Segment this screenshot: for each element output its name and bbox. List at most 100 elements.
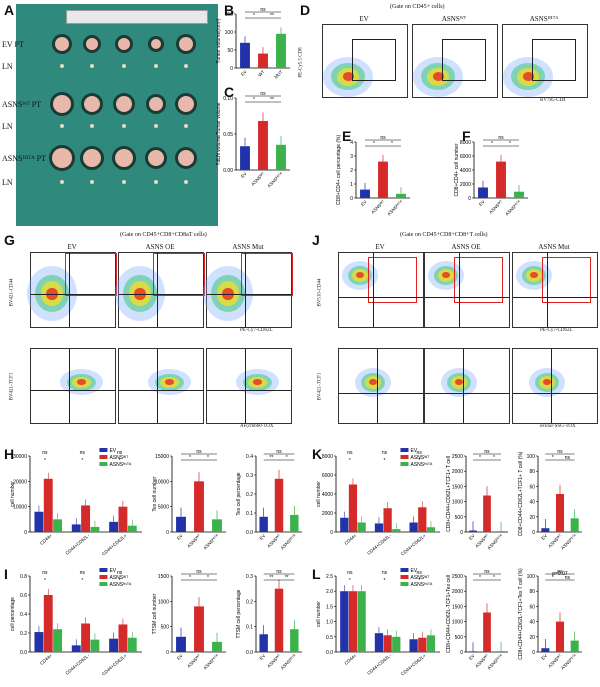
- bar: [360, 189, 370, 198]
- y-tick-label: 6000: [322, 473, 333, 479]
- legend-swatch: [400, 455, 409, 459]
- tumor: [151, 39, 161, 49]
- x-tick-label: ASNSᴴ¹ᵀᴬ: [560, 652, 578, 670]
- x-tick-label: ASNSᵂᵀ: [547, 653, 563, 669]
- quadrant-line: [425, 393, 509, 395]
- panel-label-k: K: [312, 446, 323, 462]
- x-tick-label: ASNSᵂᵀ: [250, 171, 266, 187]
- lymph-node: [184, 124, 188, 128]
- y-tick-label: 40: [529, 500, 535, 506]
- bar: [71, 524, 81, 532]
- gate-box: [532, 39, 577, 81]
- bar: [81, 623, 91, 652]
- x-tick-label: EV: [259, 533, 267, 541]
- flow-plot: [322, 24, 408, 98]
- y-tick-label: 0.0: [246, 650, 253, 656]
- flow-plot: [502, 24, 588, 98]
- bar: [176, 636, 186, 652]
- axis-label: PE-Cy5.5 CD8: [298, 47, 304, 78]
- bar: [240, 146, 250, 170]
- y-tick-label: 1000: [452, 500, 463, 506]
- significance-label: ns: [382, 450, 388, 456]
- legend-swatch: [400, 448, 409, 452]
- bar: [276, 144, 286, 170]
- legend-swatch: [400, 568, 409, 572]
- photo-row-label: LN: [2, 62, 13, 71]
- x-tick-label: EV: [259, 653, 267, 661]
- significance-label: *: [44, 458, 46, 464]
- bar: [383, 635, 392, 652]
- significance-label: ns: [417, 570, 423, 576]
- significance-label: ns: [196, 449, 202, 455]
- significance-label: ns: [196, 569, 202, 575]
- axis-label: eFlour-SSG-TOX: [540, 424, 576, 429]
- y-tick-label: 50: [227, 48, 233, 54]
- legend-label: EV: [109, 448, 116, 454]
- panel-label-f: F: [462, 128, 471, 144]
- x-tick-label: CD44+: [343, 653, 357, 666]
- quadrant-line: [546, 253, 548, 327]
- quadrant-line: [31, 389, 115, 391]
- quadrant-line: [119, 293, 203, 295]
- significance-label: *: [189, 455, 191, 461]
- y-tick-label: 0.2: [246, 492, 253, 498]
- legend-swatch: [400, 462, 409, 466]
- significance-label: *: [384, 578, 386, 584]
- legend-label: ASNSᴴ¹ᵀᴬ: [410, 582, 433, 588]
- flow-plot: [424, 252, 510, 328]
- bar: [570, 640, 579, 652]
- gate-box: [542, 256, 591, 304]
- bar: [127, 525, 137, 532]
- gate-box: [64, 253, 117, 296]
- lymph-node: [60, 64, 64, 68]
- y-tick-label: 2000: [452, 589, 463, 595]
- bar: [541, 648, 550, 652]
- significance-label: *: [493, 575, 495, 581]
- bar: [127, 637, 137, 652]
- x-tick-label: CD44+CD62L-: [366, 653, 392, 676]
- y-tick-label: 1000: [452, 620, 463, 626]
- significance-label: *: [491, 141, 493, 147]
- y-axis-label: TTSM cell percentage: [236, 589, 242, 638]
- significance-label: **: [269, 575, 273, 581]
- significance-label: *: [373, 141, 375, 147]
- tumor: [53, 95, 71, 113]
- quadrant-line: [339, 297, 423, 299]
- y-tick-label: 30000: [13, 454, 27, 460]
- y-axis-label: Tex cell number: [152, 476, 158, 511]
- x-tick-label: EV: [176, 533, 184, 541]
- gate-header-d: (Gate on CD45+ cells): [390, 4, 445, 10]
- ruler: [66, 10, 208, 24]
- x-tick-label: CD44+: [39, 653, 53, 666]
- tumor: [52, 148, 72, 168]
- y-tick-label: 20: [529, 635, 535, 641]
- quadrant-line: [68, 253, 70, 327]
- tumor: [178, 150, 194, 166]
- density-cloud: [432, 72, 444, 82]
- x-tick-label: ASNSᴴ¹ᵀᴬ: [280, 532, 298, 550]
- legend-label: EV: [109, 568, 116, 574]
- y-tick-label: 4000: [460, 168, 471, 174]
- significance-label: *: [479, 455, 481, 461]
- y-tick-label: 500: [161, 625, 170, 631]
- quadrant-line: [244, 349, 246, 423]
- tumor: [178, 96, 194, 112]
- tumor: [84, 96, 100, 112]
- significance-label: *: [119, 458, 121, 464]
- lymph-node: [154, 124, 158, 128]
- y-tick-label: 2500: [452, 574, 463, 580]
- panel-label-d: D: [300, 2, 311, 18]
- x-tick-label: ASNSᴴ¹ᵀᴬ: [266, 170, 284, 188]
- significance-label: *: [119, 578, 121, 584]
- bar: [357, 522, 366, 532]
- y-axis-label: cell number: [10, 481, 16, 507]
- x-tick-label: CD44+: [39, 533, 53, 546]
- x-tick-label: EV: [478, 199, 486, 207]
- significance-label: ns: [117, 450, 123, 456]
- bar: [90, 526, 100, 532]
- bar: [258, 53, 268, 68]
- y-axis-label: CD8+CD44+CD62L-TCF1+Tex T cell (%): [518, 568, 524, 660]
- legend-label: ASNSᵂᵀ: [109, 575, 129, 581]
- y-tick-label: 15000: [155, 454, 169, 460]
- y-tick-label: 0.4: [20, 612, 27, 618]
